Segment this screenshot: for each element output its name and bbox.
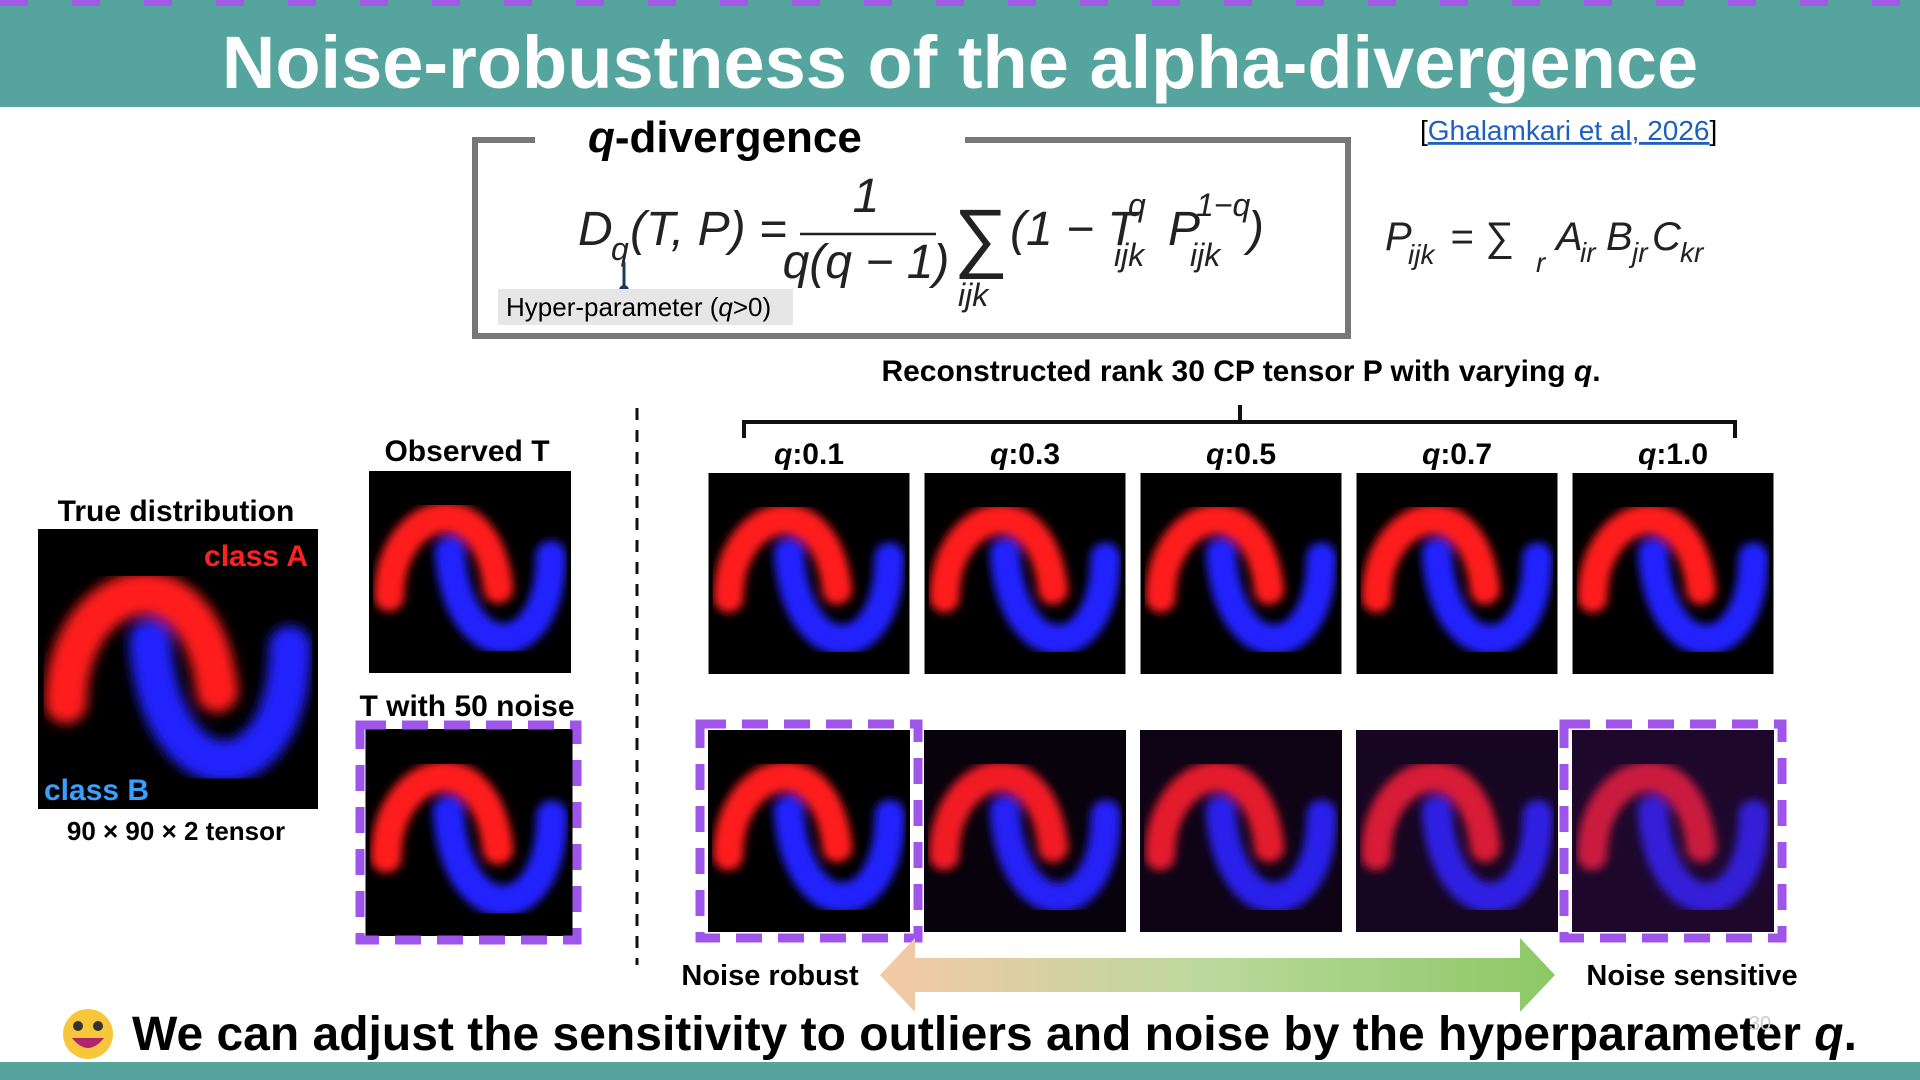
clean-panel: [1357, 473, 1558, 674]
f: (1 − T: [1010, 203, 1140, 256]
var: q: [1422, 438, 1440, 471]
f: q: [1128, 187, 1146, 223]
f: ijk: [1408, 239, 1436, 270]
formula: D q (T, P) = 1 q(q − 1) ∑ ijk (1 − T q i…: [578, 170, 1264, 313]
t: We can adjust the sensitivity to outlier…: [132, 1008, 1814, 1061]
clean-panel: [925, 473, 1126, 674]
noise-overlay: [924, 730, 1126, 932]
t: Reconstructed rank 30 CP tensor P with v…: [881, 355, 1573, 388]
panel-label: q:0.1: [774, 438, 844, 471]
noise-overlay: [1356, 730, 1558, 932]
noise-sensitive: Noise sensitive: [1586, 960, 1797, 992]
observed-image: [369, 471, 571, 673]
observed-title: Observed T: [384, 435, 549, 468]
shape: 90 × 90 × 2 tensor: [67, 816, 285, 846]
f: ): [1243, 203, 1264, 256]
f: jr: [1628, 237, 1649, 268]
value: :0.5: [1224, 438, 1276, 471]
heading: q-divergence: [588, 113, 862, 162]
cp-formula: P ijk = ∑ r A ir B jr C kr: [1385, 215, 1705, 278]
f: (T, P) =: [630, 203, 787, 256]
arrow: [880, 938, 1555, 1012]
t: >0): [733, 292, 771, 322]
f: r: [1536, 247, 1547, 278]
highlight-frame: [695, 719, 923, 943]
f: q(q − 1): [783, 236, 950, 289]
f: ∑: [952, 194, 1006, 279]
bracket: ]: [1710, 115, 1718, 146]
var: q: [774, 438, 792, 471]
value: :0.3: [1008, 438, 1060, 471]
f: B: [1606, 215, 1633, 259]
value: :0.1: [792, 438, 844, 471]
noisy-title: T with 50 noise: [359, 690, 574, 723]
var: q: [990, 438, 1008, 471]
f: ijk: [1114, 237, 1146, 273]
highlight-frame: [1559, 719, 1787, 943]
header-band: [0, 0, 1920, 107]
var: q: [1206, 438, 1224, 471]
clean-panel: [1141, 473, 1342, 674]
t: q: [1814, 1008, 1843, 1061]
noise-overlay: [1140, 730, 1342, 932]
f: ijk: [958, 277, 990, 313]
f: kr: [1680, 237, 1705, 268]
bracket: [: [1420, 115, 1428, 146]
noise-overlay: [1572, 730, 1774, 932]
formula-box: [472, 137, 1351, 339]
f: C: [1652, 215, 1682, 259]
t: Hyper-parameter (: [506, 292, 719, 322]
f: 1: [853, 170, 880, 223]
f: = ∑: [1450, 215, 1513, 259]
panel-label: q:0.5: [1206, 438, 1276, 471]
hyper-label: Hyper-parameter (q>0): [506, 292, 771, 322]
f: D: [578, 203, 613, 256]
f: P: [1385, 215, 1412, 259]
footer: We can adjust the sensitivity to outlier…: [132, 1008, 1857, 1061]
noisy-frame: [355, 720, 582, 945]
value: :0.7: [1440, 438, 1492, 471]
t: .: [1844, 1008, 1857, 1061]
panels: q:0.1 q:0.3 q:0.5 q:0.7 q:1.0: [695, 438, 1787, 943]
noisy-image: [366, 729, 573, 936]
footer-band: [0, 1062, 1920, 1080]
t: .: [1592, 355, 1600, 388]
var: q: [1638, 438, 1656, 471]
true-title: True distribution: [58, 495, 295, 528]
value: :1.0: [1656, 438, 1708, 471]
t: q: [1574, 355, 1592, 388]
slide-number: 30: [1749, 1013, 1771, 1035]
clean-panel: [1573, 473, 1774, 674]
panel-label: q:0.7: [1422, 438, 1492, 471]
f: A: [1554, 215, 1583, 259]
class-b: class B: [44, 774, 149, 807]
heading-text: -divergence: [615, 113, 862, 162]
f: P: [1168, 203, 1200, 256]
f: ir: [1580, 237, 1597, 268]
citation[interactable]: [Ghalamkari et al, 2026]: [1420, 115, 1717, 146]
noise-robust: Noise robust: [681, 960, 859, 992]
title: Noise-robustness of the alpha-divergence: [222, 21, 1698, 104]
var: q: [588, 113, 615, 162]
clean-panel: [709, 473, 910, 674]
f: q: [611, 231, 629, 267]
class-a: class A: [204, 540, 308, 573]
t: q: [718, 292, 733, 322]
brace: [742, 405, 1737, 438]
reconstructed-label: Reconstructed rank 30 CP tensor P with v…: [881, 355, 1600, 388]
f: ijk: [1190, 237, 1222, 273]
panel-label: q:1.0: [1638, 438, 1708, 471]
citation-link[interactable]: Ghalamkari et al, 2026: [1428, 115, 1710, 146]
panel-label: q:0.3: [990, 438, 1060, 471]
f: 1−q: [1196, 187, 1250, 223]
emoji: [63, 1009, 113, 1059]
hyper-bg: [498, 289, 793, 325]
